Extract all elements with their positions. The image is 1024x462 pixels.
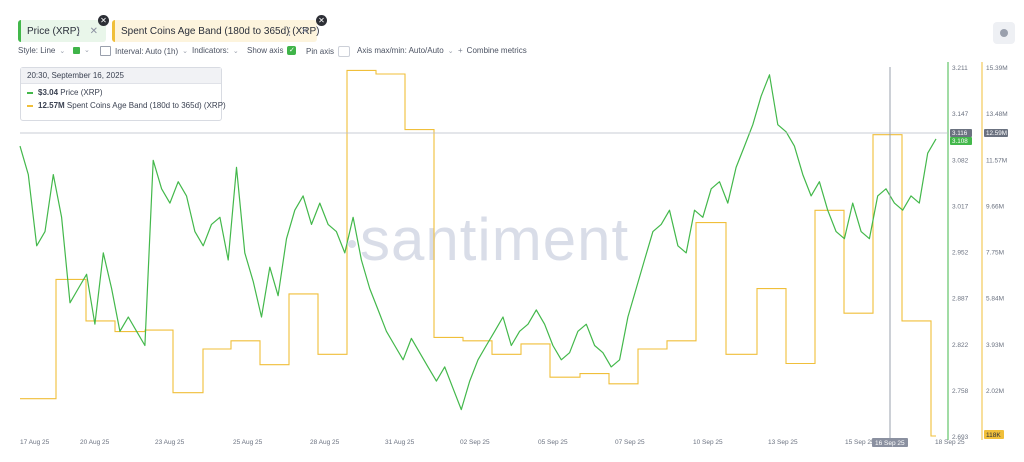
tooltip-row-price: $3.04 Price (XRP): [27, 88, 103, 97]
chevron-down-icon: ⌄: [182, 48, 189, 55]
price-tick-label: 2.822: [952, 342, 969, 349]
indicators-select[interactable]: Indicators: ⌄: [192, 46, 239, 55]
x-tick-label: 13 Sep 25: [768, 439, 798, 446]
x-tick-label: 18 Sep 25: [935, 439, 965, 446]
style-label: Style: Line: [18, 46, 56, 55]
close-icon[interactable]: ✕: [316, 15, 327, 26]
price-crosshair-label: 3.116: [952, 130, 968, 137]
close-icon[interactable]: ✕: [98, 15, 109, 26]
x-tick-label: 05 Sep 25: [538, 439, 568, 446]
series-marker-icon: [27, 91, 33, 94]
sca-tick-label: 15.39M: [986, 65, 1008, 72]
sca-current-label: 12.59M: [986, 130, 1007, 137]
price-crosshair-badge: [950, 129, 972, 137]
style-select[interactable]: Style: Line ⌄: [18, 46, 65, 55]
axis-maxmin-select[interactable]: Axis max/min: Auto/Auto ⌄: [357, 46, 454, 55]
checkbox-checked-icon[interactable]: ✓: [287, 46, 297, 55]
tooltip-sca-label: Spent Coins Age Band (180d to 365d) (XRP…: [66, 101, 226, 110]
plus-icon: +: [458, 46, 463, 55]
x-tick-label: 17 Aug 25: [20, 439, 50, 446]
sca-tick-label: 5.84M: [986, 296, 1004, 303]
x-tick-label: 31 Aug 25: [385, 439, 415, 446]
x-tick-label: 15 Sep 25: [845, 439, 875, 446]
gear-icon: [1000, 29, 1008, 37]
price-tick-label: 2.952: [952, 250, 969, 257]
x-tick-label: 23 Aug 25: [155, 439, 185, 446]
tooltip-date: 20:30, September 16, 2025: [21, 68, 221, 84]
sca-min-badge: [984, 430, 1004, 439]
show-axis-label: Show axis: [247, 46, 284, 55]
sca-tick-label: 2.02M: [986, 388, 1004, 395]
price-tick-label: 3.147: [952, 111, 969, 118]
price-tick-label: 3.211: [952, 65, 968, 72]
tab-price-xrp[interactable]: Price (XRP) ⋮ ✕: [18, 20, 106, 42]
chevron-down-icon: ⌄: [59, 47, 66, 55]
price-current-badge: [950, 137, 972, 145]
chevron-down-icon: ⌄: [84, 47, 90, 54]
pin-axis-toggle[interactable]: Pin axis: [306, 46, 351, 57]
tab-price-label: Price (XRP): [27, 25, 80, 37]
sca-tick-label: 3.93M: [986, 342, 1004, 349]
tooltip-row-sca: 12.57M Spent Coins Age Band (180d to 365…: [27, 101, 226, 110]
x-tick-label: 02 Sep 25: [460, 439, 490, 446]
sca-tick-label: 11.57M: [986, 157, 1007, 164]
settings-button[interactable]: [993, 22, 1015, 44]
watermark-text: santiment: [360, 206, 630, 273]
combine-metrics-label: Combine metrics: [466, 46, 527, 55]
sca-tick-label: 9.66M: [986, 203, 1004, 210]
chevron-down-icon: ⌄: [447, 47, 454, 55]
combine-metrics-button[interactable]: + Combine metrics: [458, 46, 527, 55]
x-tick-label: 20 Aug 25: [80, 439, 110, 446]
show-axis-toggle[interactable]: Show axis ✓: [247, 46, 297, 55]
price-tick-label: 3.082: [952, 157, 969, 164]
more-icon[interactable]: ⋮: [73, 25, 84, 38]
crosshair-date-badge: [872, 438, 908, 447]
price-tick-label: 3.017: [952, 203, 969, 210]
sca-tick-label: 13.48M: [986, 111, 1008, 118]
remove-icon[interactable]: ✕: [300, 25, 309, 37]
tab-spent-coins-age-band[interactable]: Spent Coins Age Band (180d to 365d) (XRP…: [112, 20, 320, 42]
crosshair-date-label: 16 Sep 25: [875, 440, 905, 447]
x-tick-label: 10 Sep 25: [693, 439, 723, 446]
calendar-icon: [100, 46, 111, 56]
series-marker-icon: [27, 104, 33, 107]
tooltip-sca-value: 12.57M: [38, 101, 65, 110]
chart-tooltip: 20:30, September 16, 2025 $3.04 Price (X…: [20, 67, 226, 121]
interval-label: Interval: Auto (1h): [115, 46, 179, 56]
x-tick-label: 28 Aug 25: [310, 439, 340, 446]
color-picker[interactable]: ⌄: [73, 46, 90, 54]
price-tick-label: 2.887: [952, 296, 969, 303]
price-tick-label: 2.758: [952, 388, 969, 395]
indicators-label: Indicators:: [192, 46, 229, 55]
series-line-spent-coins-age-band: [20, 69, 936, 437]
series-line-price: [19, 74, 937, 411]
sca-current-badge: [984, 129, 1008, 137]
tab-sca-label: Spent Coins Age Band (180d to 365d) (XRP…: [121, 25, 320, 37]
tooltip-price-value: $3.04: [38, 88, 59, 97]
more-icon[interactable]: ⋮: [284, 25, 295, 38]
pin-axis-label: Pin axis: [306, 47, 335, 56]
color-swatch-icon: [73, 46, 80, 54]
price-current-label: 3.108: [952, 138, 968, 145]
sca-tick-label: 7.75M: [986, 250, 1004, 257]
chevron-down-icon: ⌄: [232, 47, 239, 55]
x-tick-label: 07 Sep 25: [615, 439, 645, 446]
remove-icon[interactable]: ✕: [89, 25, 98, 37]
checkbox-unchecked-icon[interactable]: [338, 46, 351, 57]
sca-min-label: 118K: [986, 432, 1001, 439]
interval-select[interactable]: Interval: Auto (1h) ⌄: [100, 46, 188, 56]
price-tick-label: 2.693: [952, 434, 969, 441]
tooltip-price-label: Price (XRP): [60, 88, 103, 97]
watermark: santiment: [348, 205, 629, 274]
watermark-dot: [348, 240, 356, 249]
x-tick-label: 25 Aug 25: [233, 439, 263, 446]
axis-maxmin-label: Axis max/min: Auto/Auto: [357, 46, 444, 55]
